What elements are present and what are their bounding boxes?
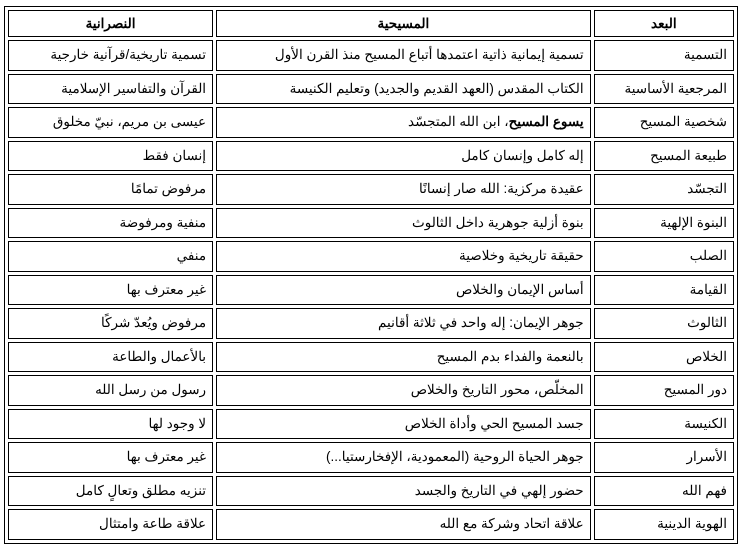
header-christianity: المسيحية [216, 10, 591, 37]
cell-nasraniyya: منفية ومرفوضة [8, 207, 214, 238]
cell-dimension: فهم الله [593, 475, 734, 506]
cell-dimension: التجسّد [593, 174, 734, 205]
cell-nasraniyya: القرآن والتفاسير الإسلامية [8, 73, 214, 104]
cell-dimension: الثالوث [593, 308, 734, 339]
cell-christianity: حضور إلهي في التاريخ والجسد [216, 475, 591, 506]
table-body: التسمية تسمية إيمانية ذاتية اعتمدها أتباع… [8, 40, 734, 540]
cell-christianity: أساس الإيمان والخلاص [216, 274, 591, 305]
cell-dimension: الهوية الدينية [593, 509, 734, 540]
cell-text: ، ابن الله المتجسّد [408, 114, 509, 130]
table-row: التجسّد عقيدة مركزية: الله صار إنسانًا مرف… [8, 174, 734, 205]
table-row: دور المسيح المخلّص، محور التاريخ والخلاص ر… [8, 375, 734, 406]
cell-nasraniyya: علاقة طاعة وامتثال [8, 509, 214, 540]
table-row: طبيعة المسيح إله كامل وإنسان كامل إنسان فق… [8, 140, 734, 171]
cell-dimension: المرجعية الأساسية [593, 73, 734, 104]
cell-christianity: جوهر الحياة الروحية (المعمودية، الإفخارس… [216, 442, 591, 473]
cell-nasraniyya: بالأعمال والطاعة [8, 341, 214, 372]
bold-term: يسوع المسيح [508, 114, 584, 130]
cell-dimension: طبيعة المسيح [593, 140, 734, 171]
cell-dimension: الكنيسة [593, 408, 734, 439]
cell-nasraniyya: مرفوض ويُعدّ شركًا [8, 308, 214, 339]
cell-christianity: تسمية إيمانية ذاتية اعتمدها أتباع المسيح… [216, 40, 591, 71]
cell-dimension: شخصية المسيح [593, 107, 734, 138]
table-row: الكنيسة جسد المسيح الحي وأداة الخلاص لا وج… [8, 408, 734, 439]
cell-christianity: بنوة أزلية جوهرية داخل الثالوث [216, 207, 591, 238]
table-row: فهم الله حضور إلهي في التاريخ والجسد تنزيه… [8, 475, 734, 506]
cell-dimension: التسمية [593, 40, 734, 71]
cell-dimension: البنوة الإلهية [593, 207, 734, 238]
table-row: الأسرار جوهر الحياة الروحية (المعمودية، ا… [8, 442, 734, 473]
cell-christianity: عقيدة مركزية: الله صار إنسانًا [216, 174, 591, 205]
table-row: الخلاص بالنعمة والفداء بدم المسيح بالأعمال… [8, 341, 734, 372]
cell-nasraniyya: غير معترف بها [8, 442, 214, 473]
cell-christianity: الكتاب المقدس (العهد القديم والجديد) وتع… [216, 73, 591, 104]
header-nasraniyya: النصرانية [8, 10, 214, 37]
cell-nasraniyya: عيسى بن مريم، نبيّ مخلوق [8, 107, 214, 138]
cell-nasraniyya: إنسان فقط [8, 140, 214, 171]
comparison-table: البعد المسيحية النصرانية التسمية تسمية إي… [4, 6, 738, 544]
table-row: الثالوث جوهر الإيمان: إله واحد في ثلاثة أ… [8, 308, 734, 339]
cell-christianity: يسوع المسيح، ابن الله المتجسّد [216, 107, 591, 138]
cell-nasraniyya: تسمية تاريخية/قرآنية خارجية [8, 40, 214, 71]
cell-dimension: الخلاص [593, 341, 734, 372]
cell-christianity: المخلّص، محور التاريخ والخلاص [216, 375, 591, 406]
cell-nasraniyya: لا وجود لها [8, 408, 214, 439]
cell-christianity: جوهر الإيمان: إله واحد في ثلاثة أقانيم [216, 308, 591, 339]
cell-dimension: الأسرار [593, 442, 734, 473]
table-row: التسمية تسمية إيمانية ذاتية اعتمدها أتباع… [8, 40, 734, 71]
table-row: الصلب حقيقة تاريخية وخلاصية منفي [8, 241, 734, 272]
cell-christianity: علاقة اتحاد وشركة مع الله [216, 509, 591, 540]
cell-dimension: دور المسيح [593, 375, 734, 406]
cell-christianity: إله كامل وإنسان كامل [216, 140, 591, 171]
cell-dimension: الصلب [593, 241, 734, 272]
cell-nasraniyya: منفي [8, 241, 214, 272]
table-row: القيامة أساس الإيمان والخلاص غير معترف بها [8, 274, 734, 305]
cell-christianity: حقيقة تاريخية وخلاصية [216, 241, 591, 272]
table-row: البنوة الإلهية بنوة أزلية جوهرية داخل الث… [8, 207, 734, 238]
table-row: شخصية المسيح يسوع المسيح، ابن الله المتجس… [8, 107, 734, 138]
table-row: الهوية الدينية علاقة اتحاد وشركة مع الله ع… [8, 509, 734, 540]
table-row: المرجعية الأساسية الكتاب المقدس (العهد ال… [8, 73, 734, 104]
cell-nasraniyya: مرفوض تمامًا [8, 174, 214, 205]
cell-christianity: جسد المسيح الحي وأداة الخلاص [216, 408, 591, 439]
cell-christianity: بالنعمة والفداء بدم المسيح [216, 341, 591, 372]
cell-nasraniyya: تنزيه مطلق وتعالٍ كامل [8, 475, 214, 506]
cell-dimension: القيامة [593, 274, 734, 305]
header-row: البعد المسيحية النصرانية [8, 10, 734, 37]
header-dimension: البعد [593, 10, 734, 37]
cell-nasraniyya: رسول من رسل الله [8, 375, 214, 406]
cell-nasraniyya: غير معترف بها [8, 274, 214, 305]
